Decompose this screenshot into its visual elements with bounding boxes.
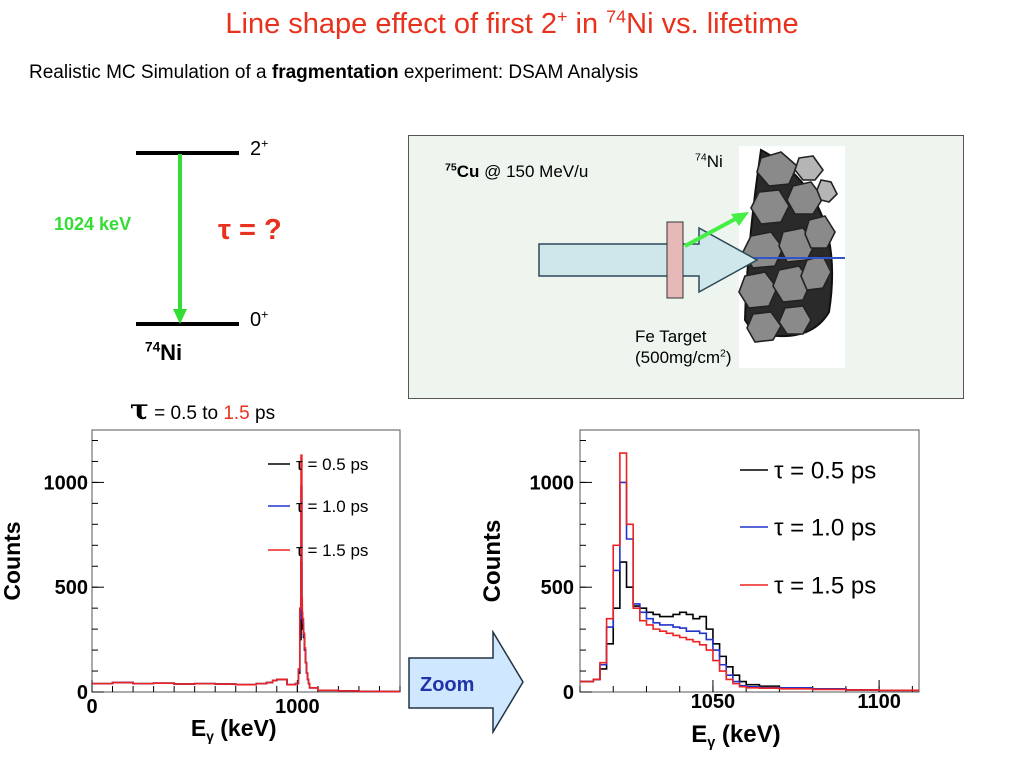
beam-energy: @ 150 MeV/u: [479, 162, 589, 181]
product-nucleus-label: 74Ni: [695, 152, 723, 172]
x-axis-label: Eγ (keV): [691, 721, 780, 751]
title-superscript-parity: +: [556, 6, 568, 27]
x-tick-label: 1100: [857, 691, 900, 713]
lower-level-line: [136, 322, 239, 326]
transition-arrow: [173, 154, 187, 324]
y-tick-label: 500: [55, 577, 88, 599]
target-thickness: (500mg/cm2): [635, 347, 732, 368]
beam-arrow: [538, 226, 759, 294]
target-name: Fe Target: [635, 327, 707, 346]
legend-label-0: τ = 0.5 ps: [774, 458, 876, 485]
upper-level-label: 2+: [250, 136, 269, 161]
slide-title: Line shape effect of first 2+ in 74Ni vs…: [0, 6, 1024, 41]
legend-label-2: τ = 1.5 ps: [774, 573, 876, 600]
upper-level-parity: +: [261, 136, 269, 151]
spectrum-chart-full: 0 1000 0 500 1000 τ = 0.5 ps τ = 1.0 ps τ = 1.5…: [0, 429, 401, 744]
upper-level-line: [136, 151, 239, 155]
gamma-ray-arrowhead: [731, 212, 749, 226]
subtitle-text-1: Realistic MC Simulation of a: [29, 62, 272, 83]
tau-range-unit: ps: [249, 403, 276, 424]
legend-label-1: τ = 1.0 ps: [774, 515, 876, 542]
target-thickness-close: ): [725, 348, 732, 367]
lower-level-parity: +: [261, 307, 269, 322]
tau-range-text: = 0.5 to: [148, 403, 224, 424]
target-thickness-exponent: 2: [720, 347, 726, 360]
experiment-setup-panel: 75Cu @ 150 MeV/u: [408, 135, 964, 399]
x-tick-label: 0: [86, 696, 97, 718]
subtitle-bold-text: fragmentation: [271, 62, 399, 83]
title-superscript-mass: 74: [606, 6, 627, 27]
title-text-1: Line shape effect of first 2: [225, 8, 557, 40]
y-tick-label: 500: [541, 577, 574, 599]
series-line-2: [580, 452, 919, 692]
legend-label-0: τ = 0.5 ps: [296, 455, 368, 474]
zoom-label: Zoom: [420, 674, 475, 696]
tau-symbol: τ: [130, 393, 149, 426]
plot-frame: [91, 429, 401, 693]
target-foil: [666, 221, 684, 299]
plot-frame: [579, 429, 920, 693]
transition-energy-label: 1024 keV: [54, 214, 132, 234]
beam-label: 75Cu @ 150 MeV/u: [445, 162, 588, 182]
x-axis-label-unit: (keV): [715, 721, 780, 748]
series-line-0: [580, 561, 919, 692]
beam-symbol: Cu: [456, 162, 480, 181]
legend-label-2: τ = 1.5 ps: [296, 541, 368, 560]
y-axis-label: Counts: [0, 521, 25, 600]
target-label: Fe Target (500mg/cm2): [635, 326, 732, 368]
lifetime-range-label: τ = 0.5 to 1.5 ps: [130, 393, 275, 426]
series-line-2: [92, 454, 400, 693]
nucleus-mass-number: 74: [145, 339, 161, 355]
gamma-ray-line: [684, 216, 738, 248]
lifetime-question: τ = ?: [218, 214, 282, 246]
tau-range-high: 1.5: [223, 403, 250, 424]
x-axis-label-base: E: [191, 715, 206, 741]
y-tick-label: 0: [563, 682, 574, 704]
target-thickness-value: (500mg/cm: [635, 348, 721, 367]
nucleus-symbol: Ni: [160, 340, 183, 365]
x-axis-label-subscript: γ: [206, 729, 214, 744]
zoom-arrow: [408, 630, 524, 734]
product-symbol: Ni: [706, 152, 723, 171]
y-tick-label: 1000: [44, 472, 89, 494]
beam-mass-number: 75: [445, 161, 457, 174]
legend-label-1: τ = 1.0 ps: [296, 497, 368, 516]
product-mass-number: 74: [695, 151, 707, 164]
x-axis-label-subscript: γ: [707, 735, 715, 751]
lower-level-spin: 0: [250, 309, 262, 331]
x-axis-label: Eγ (keV): [191, 715, 277, 744]
upper-level-spin: 2: [250, 138, 262, 160]
lower-level-label: 0+: [250, 307, 269, 332]
x-tick-label: 1050: [691, 691, 736, 713]
y-axis-label: Counts: [479, 520, 506, 603]
level-scheme-diagram: 2+ 0+ 1024 keV τ = ? 74Ni: [0, 130, 380, 380]
spectrum-chart-zoom: 1050 1100 0 500 1000 τ = 0.5 ps τ = 1.0 ps τ = …: [479, 429, 920, 751]
y-tick-label: 1000: [530, 472, 575, 494]
detector-array-icon: [738, 146, 845, 368]
nucleus-label: 74Ni: [145, 340, 182, 366]
y-tick-label: 0: [77, 682, 88, 704]
title-text-2: in: [567, 8, 607, 40]
x-tick-label: 1000: [275, 696, 320, 718]
subtitle-text-2: experiment: DSAM Analysis: [398, 62, 639, 83]
title-text-3: Ni vs. lifetime: [626, 8, 799, 40]
x-axis-label-base: E: [691, 721, 707, 748]
x-axis-label-unit: (keV): [214, 715, 277, 741]
slide-subtitle: Realistic MC Simulation of a fragmentati…: [29, 62, 638, 84]
setup-drawing: [538, 146, 845, 368]
